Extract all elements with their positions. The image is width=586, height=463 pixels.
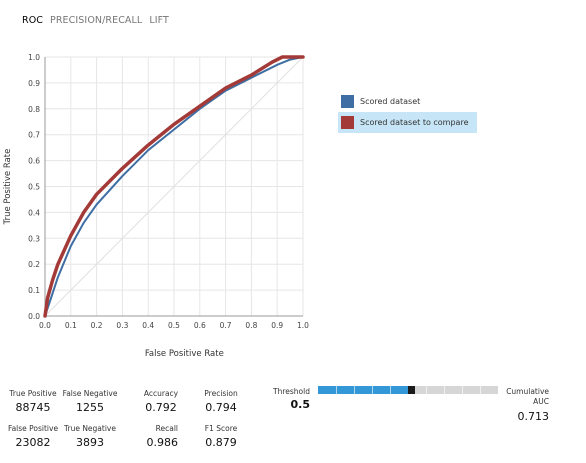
y-tick-label: 0.9 [28,79,40,88]
stat-true-negative-value: 3893 [76,436,104,449]
slider-tick [426,386,427,394]
y-axis-label: True Positive Rate [3,149,13,226]
stat-f1-score-label: F1 Score [204,424,238,433]
y-tick-label: 0.5 [28,183,40,192]
series-line-scored-dataset [44,56,304,317]
stat-accuracy-value: 0.792 [145,401,177,414]
x-tick-label: 0.3 [116,321,128,330]
y-tick-label: 0.8 [28,105,40,114]
stat-false-negative: False Negative 1255 [62,389,118,414]
y-tick-label: 0.1 [28,286,40,295]
threshold-slider[interactable] [318,386,498,394]
stat-precision: Precision 0.794 [198,389,244,414]
tab-precision-recall[interactable]: PRECISION/RECALL [50,15,143,26]
series-line-scored-dataset-to-compare [43,55,305,318]
x-tick-label: 0.0 [39,321,51,330]
stat-false-positive-label: False Positive [7,424,59,433]
legend-item-scored-dataset[interactable]: Scored dataset [338,91,477,112]
legend-label-scored-dataset: Scored dataset [360,97,421,106]
stat-recall-value: 0.986 [146,436,179,449]
slider-tick [480,386,481,394]
threshold: Threshold 0.5 [265,387,310,411]
stat-recall: Recall 0.986 [138,424,179,449]
tab-roc[interactable]: ROC [22,15,44,26]
threshold-value: 0.5 [290,398,311,411]
cumulative-auc: Cumulative AUC 0.713 [506,387,549,423]
stat-accuracy: Accuracy 0.792 [138,389,184,414]
threshold-slider-fill [318,386,408,394]
stat-f1-score: F1 Score 0.879 [198,424,244,449]
y-tick-label: 0.6 [28,157,40,166]
x-tick-label: 0.2 [91,321,103,330]
legend-label-scored-dataset-to-compare: Scored dataset to compare [360,118,469,127]
x-tick-label: 0.1 [65,321,77,330]
x-tick-label: 0.5 [168,321,180,330]
cumulative-auc-value: 0.713 [517,410,550,423]
x-tick-label: 0.6 [194,321,206,330]
cumulative-auc-label-line2: AUC [533,397,549,406]
stat-accuracy-label: Accuracy [143,389,179,398]
stat-true-positive: True Positive 88745 [8,389,58,414]
stat-false-negative-label: False Negative [62,389,118,398]
roc-chart: 0.0 0.1 0.2 0.3 0.4 0.5 0.6 0.7 0.8 0.9 1.0 0.0 0.1 0… [3,53,309,359]
x-tick-label: 0.9 [271,321,283,330]
stat-recall-label: Recall [155,424,178,433]
x-axis-label: False Positive Rate [145,349,224,359]
cumulative-auc-label-line1: Cumulative [506,387,549,396]
stat-false-positive-value: 23082 [15,436,51,449]
stat-f1-score-value: 0.879 [205,436,237,449]
x-tick-label: 0.7 [220,321,232,330]
y-tick-label: 1.0 [28,53,40,62]
stat-false-positive: False Positive 23082 [6,424,60,449]
legend-item-scored-dataset-to-compare[interactable]: Scored dataset to compare [338,112,477,133]
y-tick-label: 0.3 [28,234,40,243]
stat-precision-label: Precision [204,389,238,398]
legend-swatch-scored-dataset-to-compare [341,116,354,129]
tab-lift[interactable]: LIFT [149,15,169,26]
threshold-slider-handle[interactable] [407,386,415,394]
y-tick-label: 0.2 [28,260,40,269]
x-tick-label: 1.0 [297,321,309,330]
x-tick-label: 0.4 [142,321,154,330]
stat-precision-value: 0.794 [205,401,237,414]
legend-swatch-scored-dataset [341,95,354,108]
y-tick-label: 0.0 [28,312,40,321]
stat-true-negative-label: True Negative [64,424,116,433]
y-tick-label: 0.4 [28,208,40,217]
y-tick-label: 0.7 [28,131,40,140]
stat-true-negative: True Negative 3893 [62,424,118,449]
slider-tick [336,386,337,394]
slider-tick [444,386,445,394]
threshold-label: Threshold [273,387,310,396]
stat-true-positive-value: 88745 [15,401,51,414]
x-tick-label: 0.8 [245,321,257,330]
slider-tick [354,386,355,394]
slider-tick [372,386,373,394]
stat-false-negative-value: 1255 [76,401,104,414]
stat-true-positive-label: True Positive [9,389,57,398]
tab-bar: ROC PRECISION/RECALL LIFT [22,15,169,26]
slider-tick [390,386,391,394]
chart-legend: Scored dataset Scored dataset to compare [338,91,477,133]
slider-tick [462,386,463,394]
diagonal-reference-line [44,56,304,317]
